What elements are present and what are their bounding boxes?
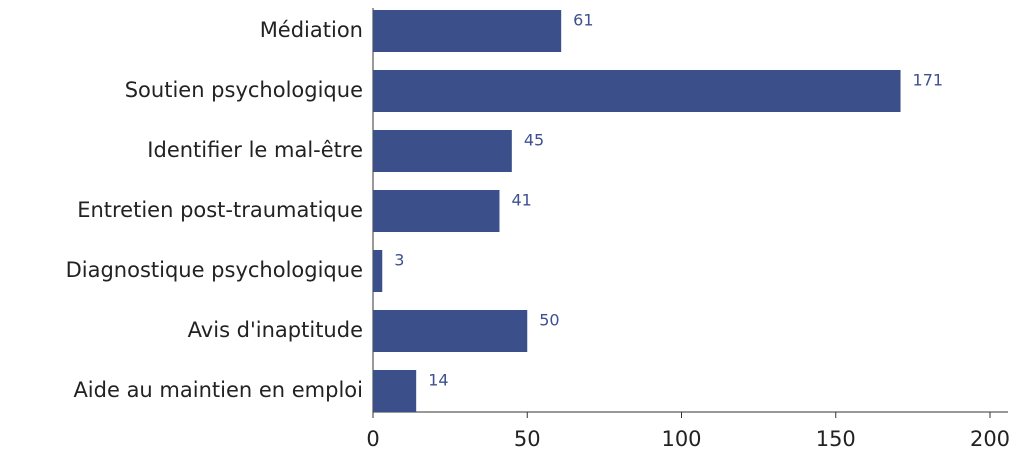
y-tick-label: Soutien psychologique [125, 78, 363, 102]
value-label: 14 [428, 371, 448, 390]
bar [373, 250, 383, 292]
value-label: 45 [524, 131, 544, 150]
y-tick-label: Diagnostique psychologique [66, 258, 363, 282]
x-tick-label: 100 [661, 427, 701, 451]
y-tick-label: Aide au maintien en emploi [73, 378, 363, 402]
y-tick-label: Avis d'inaptitude [188, 318, 363, 342]
bar [373, 310, 528, 352]
value-label: 171 [913, 71, 944, 90]
x-tick-label: 150 [816, 427, 856, 451]
x-tick-label: 50 [514, 427, 541, 451]
x-tick-label: 200 [970, 427, 1010, 451]
bar [373, 70, 901, 112]
bar [373, 130, 512, 172]
y-tick-label: Identifier le mal-être [147, 138, 363, 162]
bar [373, 10, 562, 52]
y-tick-label: Entretien post-traumatique [77, 198, 363, 222]
bar [373, 190, 500, 232]
value-label: 41 [511, 191, 531, 210]
value-label: 3 [394, 251, 404, 270]
y-tick-label: Médiation [260, 18, 363, 42]
value-label: 61 [573, 11, 593, 30]
value-label: 50 [539, 311, 559, 330]
bar [373, 370, 417, 412]
x-tick-label: 0 [366, 427, 379, 451]
